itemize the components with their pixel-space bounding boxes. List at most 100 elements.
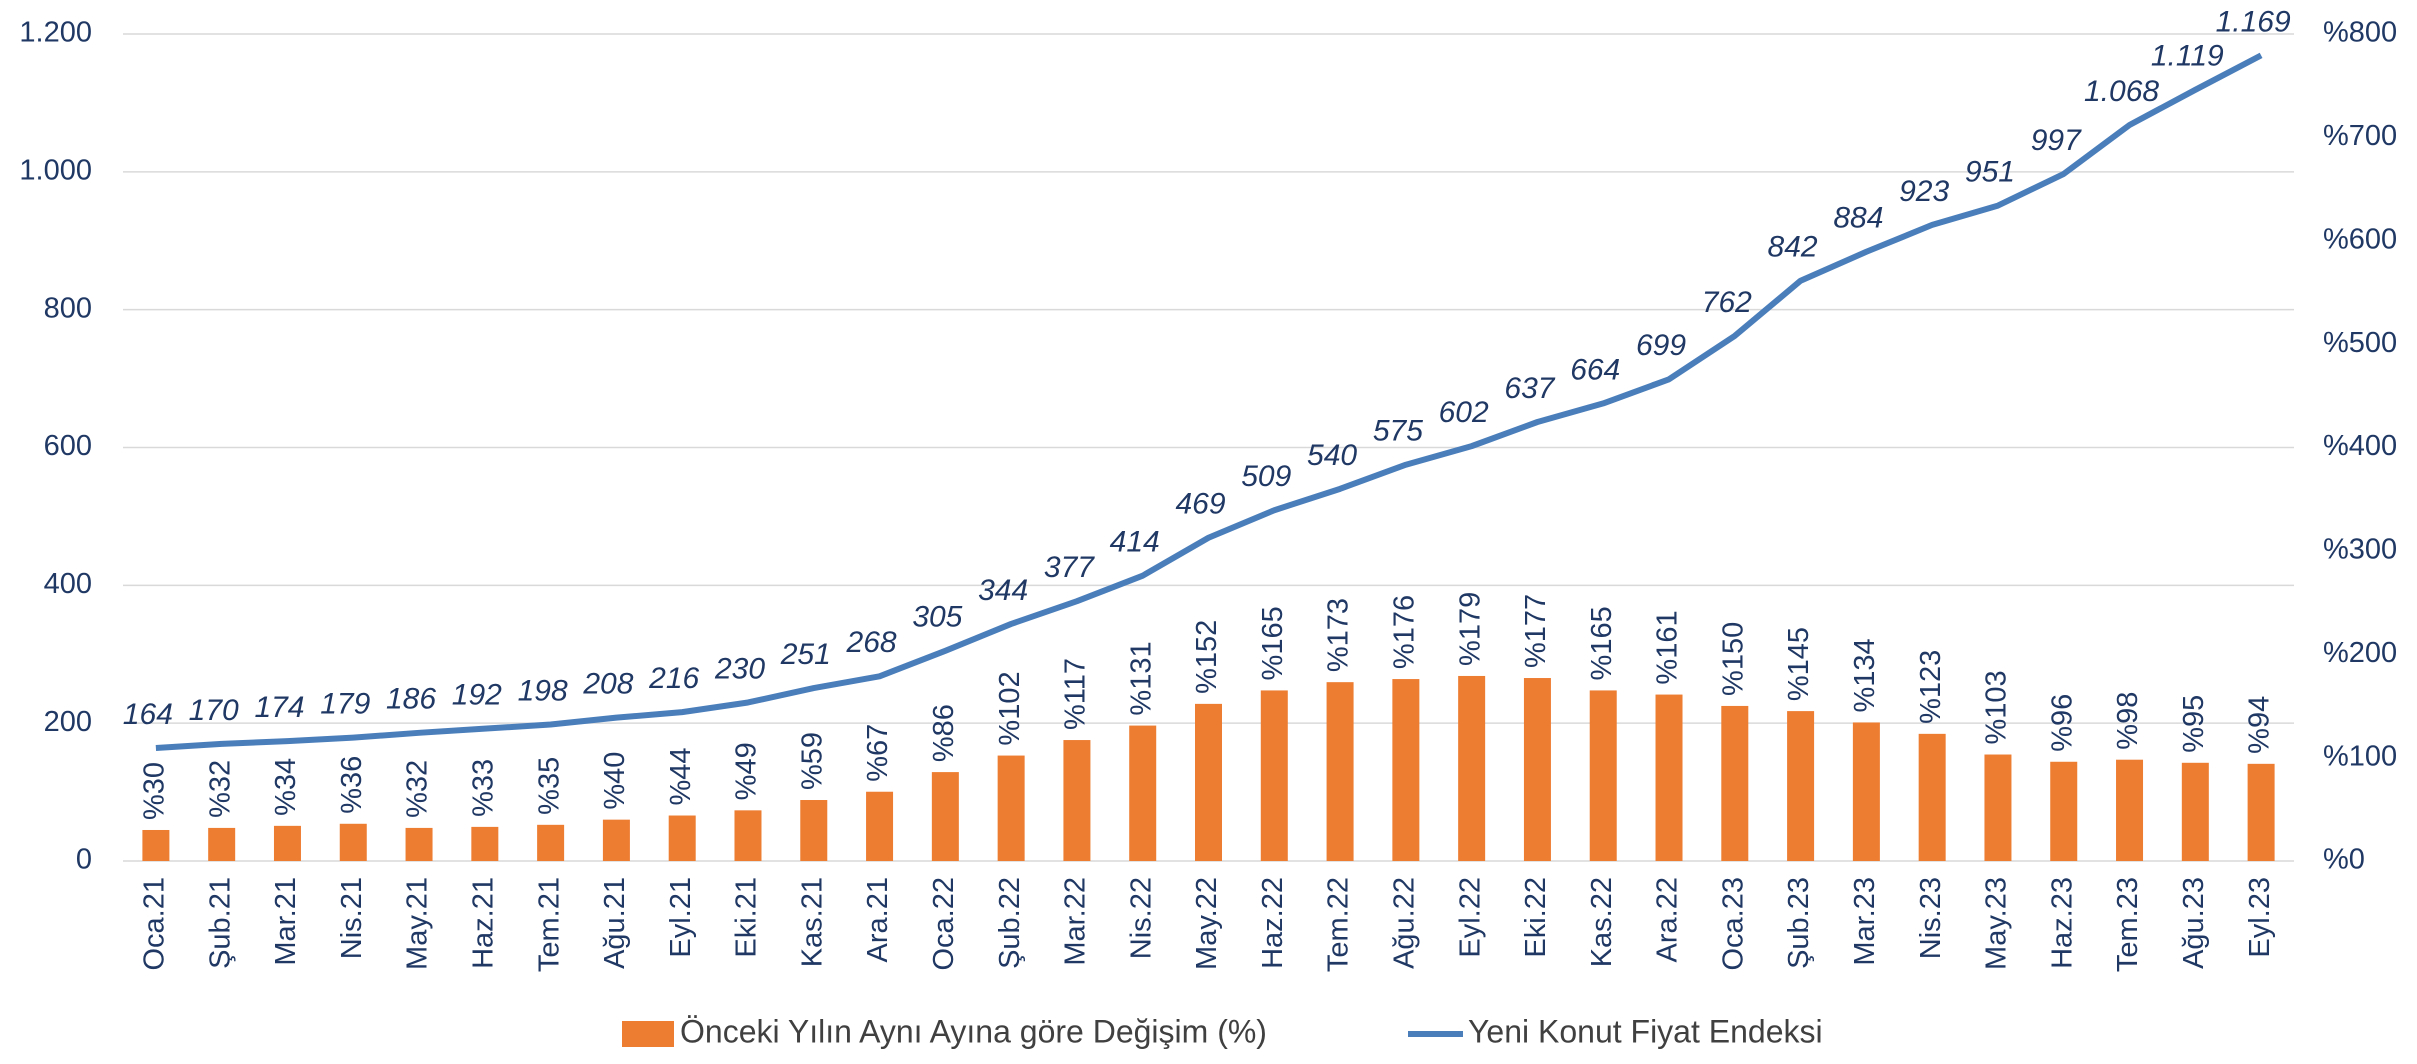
x-tick-label: Tem.21 bbox=[533, 877, 565, 972]
bar bbox=[2116, 759, 2144, 861]
y-tick-label: 800 bbox=[44, 292, 92, 324]
line-value-label: 414 bbox=[1110, 526, 1160, 559]
bar-value-label: %30 bbox=[139, 762, 171, 820]
line-value-label: 1.169 bbox=[2216, 5, 2291, 38]
bar bbox=[405, 827, 433, 861]
y-tick-label: 1.200 bbox=[19, 17, 92, 49]
bar-value-label: %131 bbox=[1125, 641, 1157, 715]
x-tick-label: Mar.23 bbox=[1849, 877, 1881, 966]
x-tick-label: Nis.23 bbox=[1915, 877, 1947, 959]
line-value-label: 602 bbox=[1439, 396, 1489, 429]
x-tick-label: Tem.22 bbox=[1323, 877, 1355, 972]
x-tick-label: Şub.23 bbox=[1783, 877, 1815, 969]
bar-value-label: %96 bbox=[2046, 694, 2078, 752]
x-tick-label: Ara.22 bbox=[1652, 877, 1684, 962]
line-value-label: 951 bbox=[1965, 156, 2015, 189]
y-tick-label: 200 bbox=[44, 706, 92, 738]
line-value-label: 208 bbox=[582, 668, 633, 701]
y2-tick-label: %400 bbox=[2323, 430, 2397, 462]
line-value-label: 509 bbox=[1241, 460, 1291, 493]
bar-value-label: %67 bbox=[862, 724, 894, 782]
line-value-label: 230 bbox=[714, 652, 765, 685]
y2-tick-label: %600 bbox=[2323, 223, 2397, 255]
legend-swatch bbox=[622, 1021, 674, 1047]
x-tick-label: Şub.21 bbox=[204, 877, 236, 969]
bar bbox=[1589, 690, 1617, 861]
x-tick-label: Kas.21 bbox=[796, 877, 828, 967]
bar bbox=[1852, 722, 1880, 861]
bar bbox=[1918, 733, 1946, 861]
bar bbox=[2247, 763, 2275, 861]
legend-label: Yeni Konut Fiyat Endeksi bbox=[1468, 1013, 1823, 1049]
x-tick-label: Ağu.23 bbox=[2178, 877, 2210, 969]
line-value-label: 164 bbox=[123, 698, 173, 731]
y2-tick-label: %700 bbox=[2323, 120, 2397, 152]
bar-value-label: %86 bbox=[928, 704, 960, 762]
bar bbox=[800, 800, 828, 861]
bar bbox=[2181, 762, 2209, 861]
bar-value-label: %165 bbox=[1257, 606, 1289, 680]
line-value-label: 179 bbox=[320, 688, 370, 721]
bar bbox=[537, 824, 565, 861]
legend-label: Önceki Yılın Aynı Ayına göre Değişim (%) bbox=[680, 1013, 1267, 1049]
bar-value-label: %49 bbox=[731, 742, 763, 800]
x-tick-label: Ağu.21 bbox=[599, 877, 631, 969]
bar-value-label: %165 bbox=[1586, 606, 1618, 680]
bar bbox=[1063, 740, 1091, 861]
line-value-label: 170 bbox=[189, 694, 239, 727]
bar-value-label: %103 bbox=[1981, 670, 2013, 744]
bar bbox=[866, 791, 894, 861]
x-tick-label: Nis.21 bbox=[336, 877, 368, 959]
line-value-label: 884 bbox=[1833, 202, 1883, 235]
bar bbox=[1655, 694, 1683, 861]
bar bbox=[1787, 711, 1815, 861]
bar bbox=[1458, 675, 1486, 861]
x-tick-label: Mar.21 bbox=[270, 877, 302, 966]
x-tick-label: Şub.22 bbox=[994, 877, 1026, 969]
bar-value-label: %32 bbox=[402, 760, 434, 818]
bar bbox=[273, 825, 301, 861]
bar bbox=[1392, 679, 1420, 861]
line-value-label: 1.068 bbox=[2084, 75, 2159, 108]
bar bbox=[1721, 705, 1749, 861]
bar-value-label: %36 bbox=[336, 756, 368, 814]
x-tick-label: Eki.22 bbox=[1520, 877, 1552, 958]
x-tick-label: Eki.21 bbox=[731, 877, 763, 958]
line-value-label: 216 bbox=[648, 662, 699, 695]
x-tick-label: Oca.23 bbox=[1717, 877, 1749, 971]
x-tick-label: Eyl.22 bbox=[1454, 877, 1486, 958]
x-tick-label: Eyl.21 bbox=[665, 877, 697, 958]
bar-value-label: %161 bbox=[1652, 610, 1684, 684]
line-value-label: 186 bbox=[386, 683, 436, 716]
y-tick-label: 400 bbox=[44, 568, 92, 600]
bar bbox=[997, 755, 1025, 861]
bar-value-label: %179 bbox=[1454, 592, 1486, 666]
bar bbox=[602, 819, 630, 861]
line-value-label: 344 bbox=[978, 574, 1028, 607]
bar-value-label: %176 bbox=[1389, 595, 1421, 669]
line-value-label: 540 bbox=[1307, 439, 1357, 472]
line-value-label: 174 bbox=[254, 691, 304, 724]
x-tick-label: Haz.21 bbox=[467, 877, 499, 969]
bar-value-label: %173 bbox=[1323, 598, 1355, 672]
y-tick-label: 1.000 bbox=[19, 154, 92, 186]
bar-value-label: %35 bbox=[533, 757, 565, 815]
bar bbox=[1129, 725, 1157, 861]
x-tick-label: Ara.21 bbox=[862, 877, 894, 962]
line-value-label: 198 bbox=[518, 674, 568, 707]
y-tick-label: 600 bbox=[44, 430, 92, 462]
bar-value-label: %95 bbox=[2178, 695, 2210, 753]
x-tick-label: May.22 bbox=[1191, 877, 1223, 970]
bar-value-label: %123 bbox=[1915, 650, 1947, 724]
x-tick-label: Oca.21 bbox=[139, 877, 171, 971]
bar-value-label: %145 bbox=[1783, 627, 1815, 701]
bar bbox=[2050, 761, 2078, 861]
line-value-label: 664 bbox=[1570, 353, 1620, 386]
line-value-label: 637 bbox=[1504, 372, 1555, 405]
bar bbox=[931, 772, 959, 861]
line-value-label: 268 bbox=[846, 626, 897, 659]
bar-value-label: %59 bbox=[796, 732, 828, 790]
line-value-label: 699 bbox=[1636, 329, 1686, 362]
bar bbox=[668, 815, 696, 861]
